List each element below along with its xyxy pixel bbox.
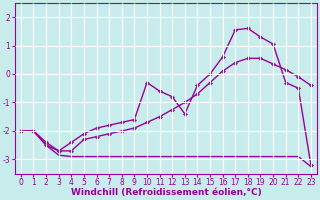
X-axis label: Windchill (Refroidissement éolien,°C): Windchill (Refroidissement éolien,°C) bbox=[70, 188, 261, 197]
